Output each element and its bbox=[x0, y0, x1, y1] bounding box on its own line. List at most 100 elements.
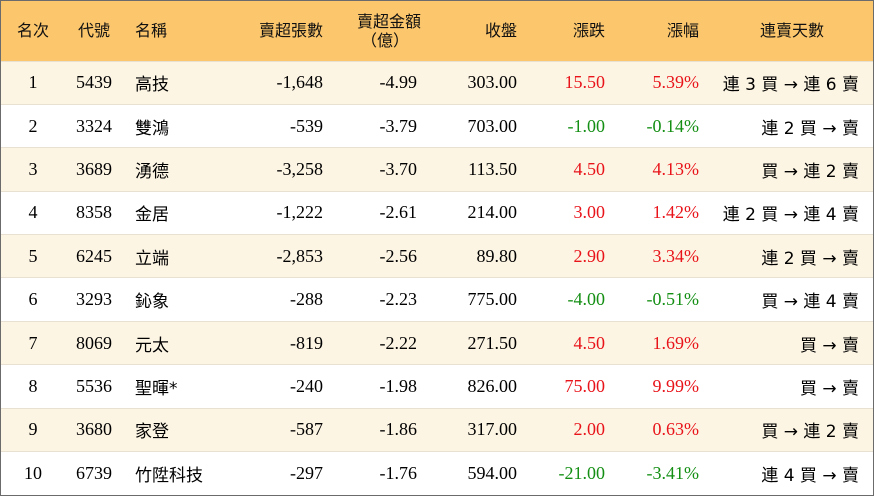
stock-name-cell: 元太 bbox=[123, 320, 229, 365]
net-sell-amount-cell: -1.86 bbox=[339, 407, 435, 452]
close-price-cell: 594.00 bbox=[435, 451, 529, 495]
net-sell-lots-cell: -297 bbox=[229, 451, 339, 495]
stock-code-cell: 8069 bbox=[65, 320, 123, 365]
stock-name-cell: 竹陞科技 bbox=[123, 451, 229, 495]
header-code: 代號 bbox=[77, 21, 110, 41]
table-row: 1 5439 高技 -1,648 -4.99 303.00 15.50 5.39… bbox=[1, 60, 873, 105]
streak-cell: 連 2 買 → 連 4 賣 bbox=[711, 190, 873, 235]
price-change-cell: -1.00 bbox=[529, 103, 619, 148]
stock-name-cell: 家登 bbox=[123, 407, 229, 452]
table-header-row: 名次 代號 名稱 賣超張數 賣超金額 （億） 收盤 漲跌 漲幅 連賣天數 bbox=[1, 1, 873, 61]
net-sell-amount-cell: -4.99 bbox=[339, 60, 435, 105]
price-change-cell: 4.50 bbox=[529, 147, 619, 192]
price-change-cell: 3.00 bbox=[529, 190, 619, 235]
streak-cell: 買 → 連 2 賣 bbox=[711, 407, 873, 452]
net-sell-amount-cell: -1.98 bbox=[339, 364, 435, 409]
net-sell-lots-cell: -3,258 bbox=[229, 147, 339, 192]
change-pct-cell: 4.13% bbox=[619, 147, 711, 192]
price-change-cell: -4.00 bbox=[529, 277, 619, 322]
close-price-cell: 89.80 bbox=[435, 234, 529, 278]
net-sell-amount-cell: -2.23 bbox=[339, 277, 435, 322]
net-sell-amount-cell: -2.61 bbox=[339, 190, 435, 235]
stock-code-cell: 3293 bbox=[65, 277, 123, 322]
table-row: 7 8069 元太 -819 -2.22 271.50 4.50 1.69% 買… bbox=[1, 320, 873, 365]
rank-cell: 1 bbox=[1, 60, 65, 105]
stock-name-cell: 湧德 bbox=[123, 147, 229, 192]
change-pct-cell: 9.99% bbox=[619, 364, 711, 409]
stock-code-cell: 3689 bbox=[65, 147, 123, 192]
rank-cell: 3 bbox=[1, 147, 65, 192]
net-sell-lots-cell: -1,648 bbox=[229, 60, 339, 105]
header-close: 收盤 bbox=[484, 21, 517, 41]
net-sell-lots-cell: -539 bbox=[229, 103, 339, 148]
header-rank: 名次 bbox=[16, 21, 49, 41]
price-change-cell: 2.00 bbox=[529, 407, 619, 452]
header-change-pct: 漲幅 bbox=[666, 21, 699, 41]
rank-cell: 2 bbox=[1, 103, 65, 148]
rank-cell: 5 bbox=[1, 234, 65, 278]
rank-cell: 4 bbox=[1, 190, 65, 235]
stock-name-cell: 雙鴻 bbox=[123, 103, 229, 148]
streak-cell: 買 → 連 4 賣 bbox=[711, 277, 873, 322]
close-price-cell: 317.00 bbox=[435, 407, 529, 452]
net-sell-amount-cell: -2.22 bbox=[339, 320, 435, 365]
header-net-sell-amount-unit: （億） bbox=[360, 30, 409, 50]
streak-cell: 連 4 買 → 賣 bbox=[711, 451, 873, 495]
stock-code-cell: 5439 bbox=[65, 60, 123, 105]
net-sell-lots-cell: -240 bbox=[229, 364, 339, 409]
streak-cell: 買 → 賣 bbox=[711, 364, 873, 409]
header-net-sell-amount-cell: 賣超金額 （億） bbox=[339, 1, 435, 61]
table-row: 3 3689 湧德 -3,258 -3.70 113.50 4.50 4.13%… bbox=[1, 147, 873, 192]
price-change-cell: 4.50 bbox=[529, 320, 619, 365]
change-pct-cell: -3.41% bbox=[619, 451, 711, 495]
streak-cell: 買 → 賣 bbox=[711, 320, 873, 365]
price-change-cell: -21.00 bbox=[529, 451, 619, 495]
stock-code-cell: 3324 bbox=[65, 103, 123, 148]
header-name: 名稱 bbox=[135, 21, 168, 41]
price-change-cell: 15.50 bbox=[529, 60, 619, 105]
price-change-cell: 75.00 bbox=[529, 364, 619, 409]
change-pct-cell: 1.42% bbox=[619, 190, 711, 235]
close-price-cell: 826.00 bbox=[435, 364, 529, 409]
stock-code-cell: 6245 bbox=[65, 234, 123, 278]
rank-cell: 7 bbox=[1, 320, 65, 365]
table-row: 5 6245 立端 -2,853 -2.56 89.80 2.90 3.34% … bbox=[1, 234, 873, 278]
table-row: 8 5536 聖暉* -240 -1.98 826.00 75.00 9.99%… bbox=[1, 364, 873, 409]
rank-cell: 10 bbox=[1, 451, 65, 495]
stock-name-cell: 聖暉* bbox=[123, 364, 229, 409]
streak-cell: 連 2 買 → 賣 bbox=[711, 234, 873, 278]
stock-code-cell: 3680 bbox=[65, 407, 123, 452]
close-price-cell: 113.50 bbox=[435, 147, 529, 192]
change-pct-cell: -0.14% bbox=[619, 103, 711, 148]
stock-name-cell: 高技 bbox=[123, 60, 229, 105]
header-net-sell-lots: 賣超張數 bbox=[258, 21, 323, 41]
header-net-sell-amount: 賣超金額 bbox=[356, 11, 421, 31]
net-sell-lots-cell: -819 bbox=[229, 320, 339, 365]
net-sell-amount-cell: -3.70 bbox=[339, 147, 435, 192]
close-price-cell: 214.00 bbox=[435, 190, 529, 235]
net-sell-lots-cell: -587 bbox=[229, 407, 339, 452]
net-sell-lots-cell: -2,853 bbox=[229, 234, 339, 278]
net-sell-amount-cell: -2.56 bbox=[339, 234, 435, 278]
table-row: 10 6739 竹陞科技 -297 -1.76 594.00 -21.00 -3… bbox=[1, 451, 873, 495]
close-price-cell: 303.00 bbox=[435, 60, 529, 105]
stock-code-cell: 6739 bbox=[65, 451, 123, 495]
change-pct-cell: 1.69% bbox=[619, 320, 711, 365]
close-price-cell: 271.50 bbox=[435, 320, 529, 365]
table-row: 6 3293 鈊象 -288 -2.23 775.00 -4.00 -0.51%… bbox=[1, 277, 873, 322]
stock-name-cell: 金居 bbox=[123, 190, 229, 235]
net-sell-amount-cell: -3.79 bbox=[339, 103, 435, 148]
table-row: 4 8358 金居 -1,222 -2.61 214.00 3.00 1.42%… bbox=[1, 190, 873, 235]
change-pct-cell: 0.63% bbox=[619, 407, 711, 452]
change-pct-cell: 5.39% bbox=[619, 60, 711, 105]
change-pct-cell: -0.51% bbox=[619, 277, 711, 322]
streak-cell: 買 → 連 2 賣 bbox=[711, 147, 873, 192]
stock-code-cell: 5536 bbox=[65, 364, 123, 409]
header-change: 漲跌 bbox=[572, 21, 605, 41]
streak-cell: 連 2 買 → 賣 bbox=[711, 103, 873, 148]
table-body: 1 5439 高技 -1,648 -4.99 303.00 15.50 5.39… bbox=[1, 60, 873, 495]
stock-name-cell: 立端 bbox=[123, 234, 229, 278]
header-streak: 連賣天數 bbox=[759, 21, 824, 41]
